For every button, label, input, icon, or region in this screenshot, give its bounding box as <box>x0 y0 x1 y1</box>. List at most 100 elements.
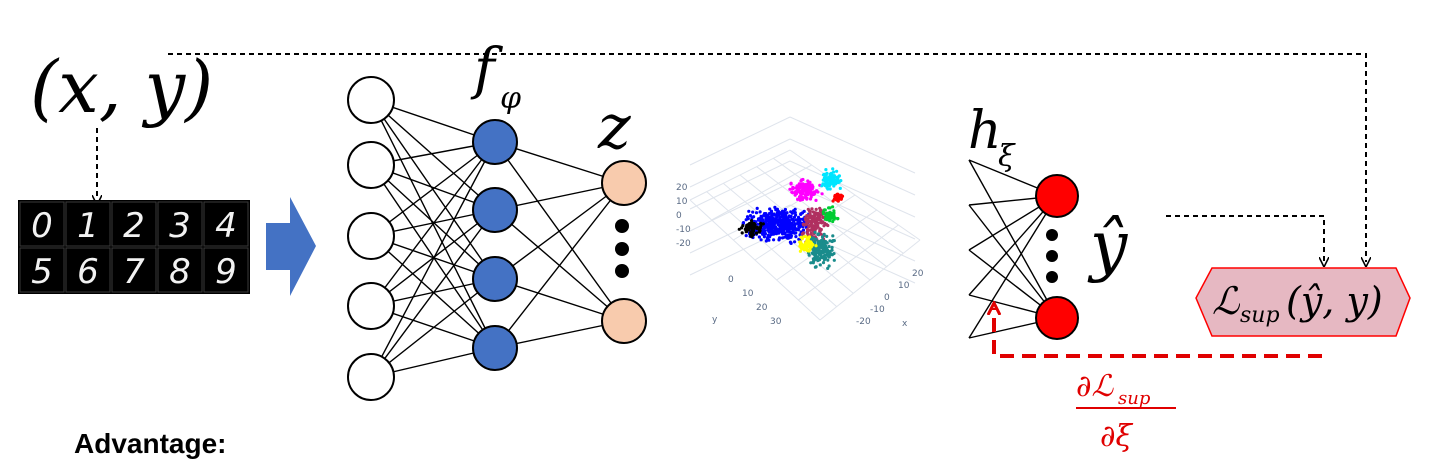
mnist-cell <box>157 247 203 293</box>
scatter-point <box>804 235 808 239</box>
scatter-point <box>830 212 835 216</box>
scatter-point <box>752 215 756 219</box>
scatter-point <box>749 219 754 223</box>
scatter-point <box>800 182 804 186</box>
scatter-point <box>808 228 812 232</box>
scatter-point <box>786 219 790 223</box>
scatter-point <box>788 222 793 226</box>
scatter-point <box>808 248 812 252</box>
latent-node <box>601 160 647 206</box>
scatter-point <box>784 214 788 218</box>
mnist-digit: 3 <box>169 206 191 246</box>
scatter-point <box>825 234 829 238</box>
encoder-node <box>472 119 518 165</box>
scatter-point <box>798 197 802 201</box>
scatter-point <box>824 222 829 227</box>
scatter-point <box>793 191 797 195</box>
scatter-point <box>805 227 810 231</box>
scatter-point <box>827 244 831 249</box>
mnist-digit: 2 <box>123 206 145 246</box>
scatter-tick: 0 <box>884 293 890 303</box>
scatter-axis-x: x <box>902 319 908 329</box>
scatter-point <box>837 197 841 201</box>
scatter-point <box>796 215 801 219</box>
output-ellipsis-dot <box>1046 229 1058 241</box>
scatter-point <box>831 219 835 224</box>
prediction-to-loss-arrow <box>1166 215 1324 262</box>
input-layer-node <box>347 282 395 330</box>
scatter-point <box>768 211 772 215</box>
gradient-numerator: ∂ℒ <box>1076 369 1115 404</box>
scatter-point <box>832 239 836 243</box>
scatter-point <box>814 207 818 211</box>
scatter-point <box>807 181 812 185</box>
scatter-point <box>788 240 793 244</box>
scatter-point <box>815 216 819 220</box>
scatter-point <box>783 207 788 212</box>
scatter-point <box>761 218 765 222</box>
scatter-point <box>814 244 818 248</box>
scatter-point <box>805 222 809 226</box>
scatter-point <box>761 226 766 230</box>
output-node <box>1035 296 1079 340</box>
scatter-point <box>821 212 826 216</box>
scatter-point <box>800 247 804 251</box>
scatter-point <box>810 207 814 211</box>
input-layer-node <box>347 76 395 124</box>
scatter-point <box>757 235 762 239</box>
scatter-point <box>778 211 782 215</box>
scatter-point <box>802 209 806 213</box>
scatter-point <box>815 250 820 254</box>
scatter-point <box>758 227 762 231</box>
scatter-point <box>826 254 830 258</box>
scatter-point <box>792 215 797 219</box>
encoder-node <box>472 256 518 302</box>
mnist-digit: 7 <box>123 252 145 292</box>
scatter-point <box>822 248 826 252</box>
mnist-digit: 4 <box>215 206 237 246</box>
scatter-point <box>770 212 774 216</box>
scatter-point <box>794 235 798 239</box>
scatter-tick: 0 <box>728 275 734 285</box>
scatter-point <box>770 217 775 221</box>
scatter-point <box>830 253 834 257</box>
scatter-point <box>818 206 822 210</box>
input-layer-node <box>347 141 395 189</box>
scatter-point <box>751 210 755 214</box>
scatter-point <box>783 227 787 231</box>
scatter-tick: 0 <box>676 211 682 221</box>
scatter-point <box>822 232 826 236</box>
scatter-point <box>744 234 748 238</box>
encoder-label: f φ <box>470 37 521 116</box>
scatter-point <box>779 223 783 228</box>
gradient-numerator-sub: sup <box>1118 388 1151 409</box>
scatter-point <box>820 192 824 196</box>
scatter-point <box>799 242 804 246</box>
scatter-tick: 20 <box>676 183 688 193</box>
scatter-point <box>828 210 832 214</box>
scatter-point <box>764 212 768 216</box>
scatter-point <box>828 214 832 218</box>
scatter-point <box>809 240 813 244</box>
scatter-point <box>793 222 797 226</box>
advantage-label: Advantage: <box>74 428 226 459</box>
head-label: h ξ <box>968 101 1016 174</box>
head-label-sub: ξ <box>998 139 1016 174</box>
scatter-point <box>746 228 750 232</box>
scatter-point <box>809 261 813 265</box>
scatter-point <box>807 245 811 249</box>
scatter-point <box>816 221 820 225</box>
scatter-point <box>792 219 796 223</box>
mnist-digit: 0 <box>31 206 53 246</box>
scatter-point <box>828 187 832 191</box>
scatter-point <box>828 206 832 210</box>
scatter-point <box>754 211 759 215</box>
scatter-point <box>768 224 773 228</box>
scatter-point <box>825 241 829 245</box>
mnist-cell <box>111 201 157 247</box>
scatter-point <box>824 168 828 172</box>
scatter-point <box>780 236 785 240</box>
scatter-point <box>809 193 813 197</box>
scatter-point <box>810 184 814 188</box>
